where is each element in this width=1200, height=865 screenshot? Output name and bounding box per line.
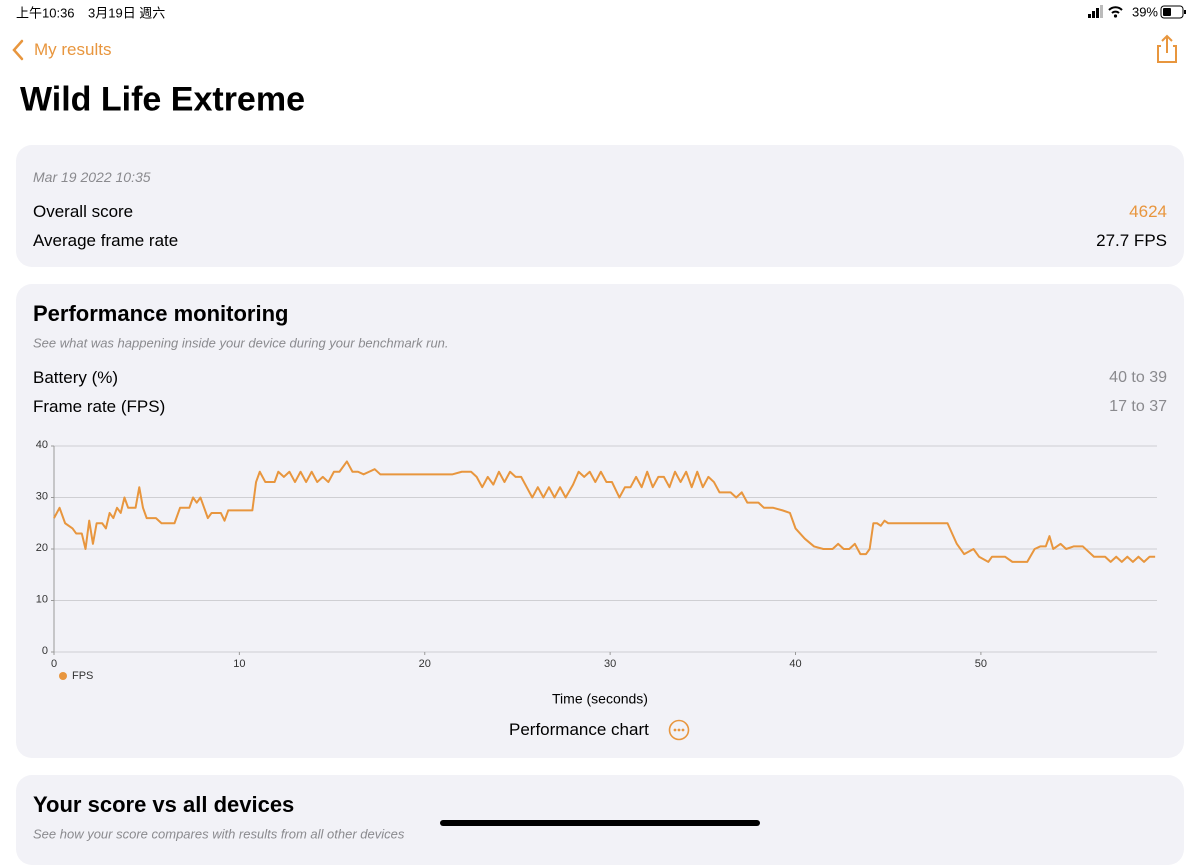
status-time: 上午10:36 [16, 5, 75, 21]
share-button[interactable] [1154, 34, 1180, 64]
section-subtitle: See what was happening inside your devic… [33, 335, 449, 351]
row-value: 40 to 39 [1109, 369, 1167, 386]
run-date: Mar 19 2022 10:35 [33, 169, 151, 185]
row-value: 17 to 37 [1109, 398, 1167, 415]
back-button[interactable]: My results [34, 40, 112, 59]
summary-card [16, 145, 1184, 267]
performance-card [16, 284, 1184, 758]
chart-menu-label[interactable]: Performance chart [509, 720, 649, 739]
page-title: Wild Life Extreme [20, 80, 305, 119]
chart-menu-icon[interactable] [668, 719, 690, 741]
row-value: 27.7 FPS [1096, 231, 1167, 250]
row-label: Battery (%) [33, 368, 119, 387]
section-title: Your score vs all devices [33, 792, 295, 817]
row-label: Frame rate (FPS) [33, 397, 166, 416]
back-chevron[interactable] [10, 38, 26, 62]
row-label: Average frame rate [33, 231, 179, 250]
home-indicator [440, 820, 760, 826]
section-subtitle: See how your score compares with results… [33, 826, 405, 842]
page: 上午10:36 3月19日 週六 39% My results Wild Lif… [10, 4, 1186, 865]
status-date: 3月19日 週六 [88, 5, 166, 21]
row-value: 4624 [1129, 202, 1167, 221]
status-icons [1088, 5, 1186, 19]
status-battery: 39% [1131, 4, 1158, 20]
row-label: Overall score [33, 202, 134, 221]
section-title: Performance monitoring [33, 301, 289, 326]
